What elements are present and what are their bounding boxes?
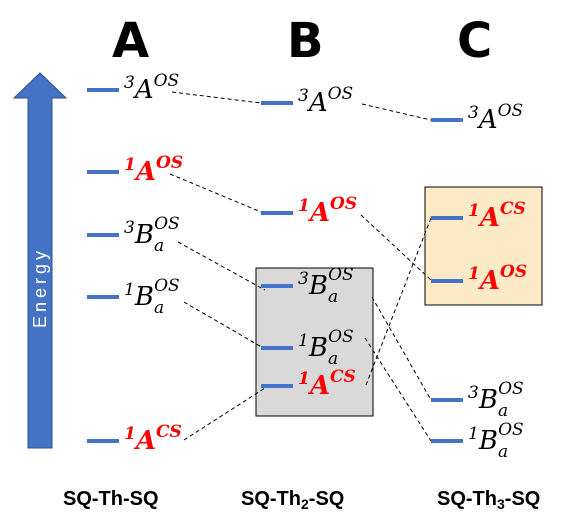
connector-line-8	[371, 296, 432, 401]
level-label-B-5: 1ACS	[298, 367, 356, 401]
connector-line-9	[364, 337, 432, 442]
level-label-A-5: 1ACS	[124, 422, 182, 456]
column-name-C: SQ-Th3-SQ	[437, 488, 540, 512]
level-label-B-4: 1BaOS	[298, 327, 354, 369]
connector-line-4	[183, 301, 266, 350]
level-label-A-2: 1AOS	[124, 153, 183, 187]
level-label-A-1: 3AOS	[124, 71, 179, 105]
connector-line-10	[365, 217, 432, 386]
connector-line-5	[183, 387, 266, 441]
level-label-B-3: 3BaOS	[298, 265, 354, 307]
level-label-A-4: 1BaOS	[124, 276, 180, 318]
energy-axis-label: Energy	[30, 247, 50, 328]
connector-lines	[169, 91, 432, 442]
connector-line-2	[169, 173, 262, 213]
column-name-B: SQ-Th2-SQ	[241, 488, 344, 512]
energy-levels: 3AOS1AOS3BaOS1BaOS1ACS3AOS1AOS3BaOS1BaOS…	[87, 71, 527, 462]
connector-line-1	[171, 91, 262, 104]
energy-arrow: Energy	[12, 72, 68, 449]
level-label-C-5: 1BaOS	[468, 420, 524, 462]
column-name-A: SQ-Th-SQ	[63, 488, 159, 510]
level-label-C-3: 1AOS	[468, 262, 527, 296]
column-letter-C: C	[457, 13, 492, 69]
connector-line-3	[177, 241, 266, 291]
level-label-B-2: 1AOS	[298, 194, 357, 228]
level-label-C-4: 3BaOS	[468, 379, 524, 421]
column-letter-A: A	[112, 13, 149, 69]
highlight-box-C	[424, 186, 543, 306]
highlight-box-B	[255, 267, 374, 417]
level-label-B-1: 3AOS	[298, 84, 353, 118]
connector-line-6	[361, 103, 432, 121]
column-letter-B: B	[287, 13, 324, 69]
level-label-C-1: 3AOS	[468, 101, 523, 135]
level-label-A-3: 3BaOS	[124, 214, 180, 256]
connector-line-7	[360, 214, 432, 281]
level-label-C-2: 1ACS	[468, 199, 526, 233]
